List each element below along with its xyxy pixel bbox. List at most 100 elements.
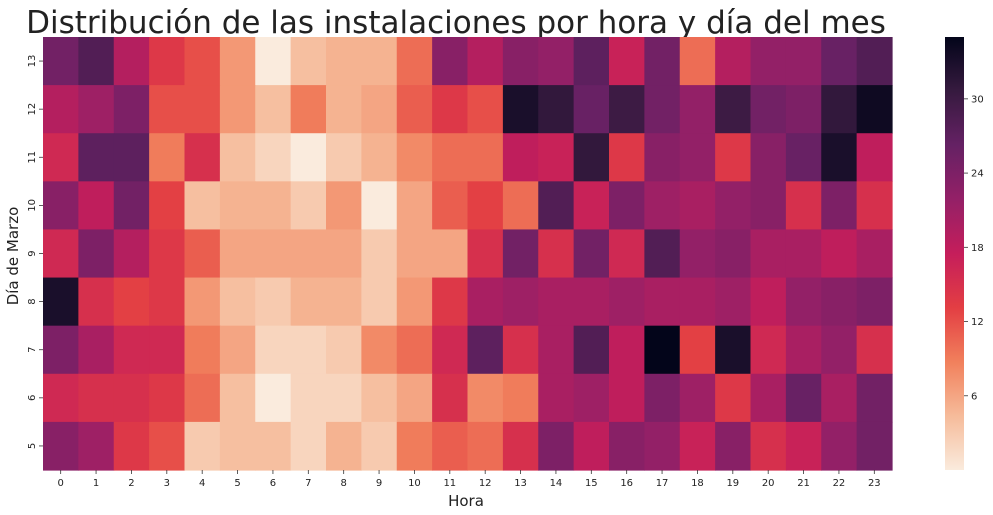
heatmap-cell <box>538 133 575 182</box>
x-tick-label: 22 <box>833 478 846 489</box>
heatmap-cell <box>432 421 469 471</box>
heatmap-cell <box>538 277 575 327</box>
heatmap-cell <box>290 181 327 231</box>
heatmap-cell <box>679 229 716 279</box>
heatmap-cell <box>573 325 610 375</box>
heatmap-cell <box>750 421 787 471</box>
x-tick-label: 18 <box>691 478 704 489</box>
heatmap-cell <box>432 277 469 327</box>
heatmap-cell <box>43 181 79 231</box>
heatmap-cell <box>290 373 327 423</box>
colorbar-tick-label: 30 <box>971 94 984 105</box>
heatmap-cell <box>219 37 256 86</box>
heatmap-cell <box>785 181 822 231</box>
heatmap-cell <box>396 133 433 182</box>
heatmap-cell <box>78 373 115 423</box>
heatmap-cell <box>255 133 292 182</box>
heatmap-cell <box>361 373 398 423</box>
heatmap-cell <box>750 85 787 134</box>
heatmap-cell <box>78 421 115 471</box>
heatmap-cell <box>326 181 362 231</box>
heatmap-cell <box>255 37 292 86</box>
heatmap-cell <box>856 37 893 86</box>
heatmap-cell <box>502 181 539 231</box>
heatmap-cell <box>113 37 150 86</box>
heatmap-cell <box>715 373 752 423</box>
x-tick-label: 6 <box>270 478 276 489</box>
heatmap-cell <box>573 85 610 134</box>
heatmap-cell <box>644 181 681 231</box>
heatmap-cell <box>78 85 115 134</box>
heatmap-cell <box>78 229 115 279</box>
heatmap-cell <box>361 37 398 86</box>
heatmap-cell <box>396 85 433 134</box>
heatmap-cell <box>538 325 575 375</box>
x-tick-label: 16 <box>620 478 633 489</box>
heatmap-cell <box>856 373 893 423</box>
heatmap-cell <box>326 37 362 86</box>
heatmap-cell <box>785 421 822 471</box>
heatmap-cell <box>538 421 575 471</box>
heatmap-cell <box>856 325 893 375</box>
heatmap-cell <box>573 277 610 327</box>
heatmap-cell <box>361 325 398 375</box>
heatmap-cell <box>361 133 398 182</box>
heatmap-cell <box>396 421 433 471</box>
y-tick-label: 9 <box>27 250 38 256</box>
y-tick-label: 6 <box>27 395 38 401</box>
y-axis-label: Día de Marzo <box>4 207 22 306</box>
heatmap-cell <box>573 133 610 182</box>
heatmap-cell <box>219 229 256 279</box>
heatmap-cell <box>432 325 469 375</box>
heatmap-cell <box>361 277 398 327</box>
x-tick-label: 2 <box>128 478 134 489</box>
heatmap-cell <box>219 373 256 423</box>
colorbar-ticks: 6 12 18 24 30 <box>964 94 984 402</box>
heatmap-cell <box>750 37 787 86</box>
x-tick-label: 3 <box>164 478 170 489</box>
heatmap-cell <box>43 373 79 423</box>
heatmap-cell <box>785 133 822 182</box>
heatmap-cell <box>361 85 398 134</box>
heatmap-cell <box>538 37 575 86</box>
heatmap-cell <box>750 229 787 279</box>
heatmap-cell <box>715 133 752 182</box>
heatmap-cell <box>396 373 433 423</box>
heatmap-cell <box>467 133 504 182</box>
heatmap-cell <box>326 325 362 375</box>
heatmap-cell <box>361 229 398 279</box>
heatmap-cell <box>821 85 858 134</box>
heatmap-cell <box>856 229 893 279</box>
heatmap-cell <box>290 37 327 86</box>
heatmap-cell <box>573 37 610 86</box>
heatmap-cell <box>785 85 822 134</box>
heatmap-cell <box>255 421 292 471</box>
y-tick-label: 8 <box>27 298 38 304</box>
heatmap-cell <box>361 181 398 231</box>
x-tick-label: 20 <box>762 478 775 489</box>
heatmap-cell <box>467 229 504 279</box>
heatmap-cell <box>326 373 362 423</box>
chart-title: Distribución de las instalaciones por ho… <box>26 5 886 41</box>
heatmap-cell <box>679 85 716 134</box>
x-tick-label: 21 <box>797 478 810 489</box>
heatmap-cell <box>679 421 716 471</box>
heatmap-cell <box>679 133 716 182</box>
heatmap-cell <box>396 325 433 375</box>
heatmap-cell <box>149 277 186 327</box>
heatmap-cell <box>361 421 398 471</box>
heatmap-cell <box>184 85 221 134</box>
heatmap-cell <box>821 325 858 375</box>
heatmap-cell <box>785 37 822 86</box>
heatmap-cell <box>219 181 256 231</box>
heatmap-cell <box>113 325 150 375</box>
y-tick-label: 5 <box>27 443 38 449</box>
heatmap-cell <box>290 421 327 471</box>
heatmap-cell <box>113 229 150 279</box>
colorbar-tick-label: 12 <box>971 317 984 328</box>
heatmap-cell <box>149 229 186 279</box>
heatmap-cell <box>538 85 575 134</box>
x-tick-label: 8 <box>341 478 347 489</box>
heatmap-cell <box>644 229 681 279</box>
heatmap-cell <box>821 181 858 231</box>
